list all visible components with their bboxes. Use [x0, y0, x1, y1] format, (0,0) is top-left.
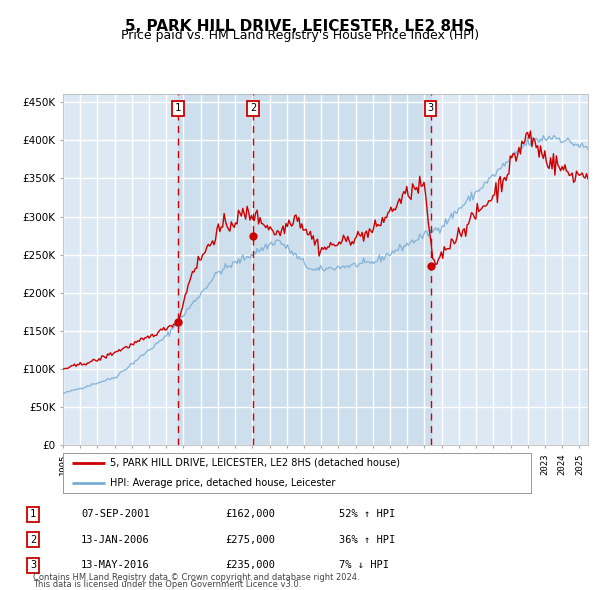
Text: £275,000: £275,000 [225, 535, 275, 545]
Text: 36% ↑ HPI: 36% ↑ HPI [339, 535, 395, 545]
Text: 2: 2 [250, 103, 256, 113]
Text: 07-SEP-2001: 07-SEP-2001 [81, 510, 150, 519]
Text: £235,000: £235,000 [225, 560, 275, 570]
Text: 13-JAN-2006: 13-JAN-2006 [81, 535, 150, 545]
Text: 3: 3 [30, 560, 36, 570]
Text: £162,000: £162,000 [225, 510, 275, 519]
Bar [253, 94, 431, 445]
Text: HPI: Average price, detached house, Leicester: HPI: Average price, detached house, Leic… [110, 478, 335, 487]
Text: 1: 1 [30, 510, 36, 519]
Text: 1: 1 [175, 103, 181, 113]
Text: This data is licensed under the Open Government Licence v3.0.: This data is licensed under the Open Gov… [33, 580, 301, 589]
Text: 3: 3 [428, 103, 434, 113]
Text: 2: 2 [30, 535, 36, 545]
Bar [178, 94, 253, 445]
Text: 13-MAY-2016: 13-MAY-2016 [81, 560, 150, 570]
Text: 5, PARK HILL DRIVE, LEICESTER, LE2 8HS: 5, PARK HILL DRIVE, LEICESTER, LE2 8HS [125, 19, 475, 34]
Text: 5, PARK HILL DRIVE, LEICESTER, LE2 8HS (detached house): 5, PARK HILL DRIVE, LEICESTER, LE2 8HS (… [110, 458, 400, 467]
Text: Price paid vs. HM Land Registry's House Price Index (HPI): Price paid vs. HM Land Registry's House … [121, 30, 479, 42]
Text: 52% ↑ HPI: 52% ↑ HPI [339, 510, 395, 519]
Text: 7% ↓ HPI: 7% ↓ HPI [339, 560, 389, 570]
Text: Contains HM Land Registry data © Crown copyright and database right 2024.: Contains HM Land Registry data © Crown c… [33, 573, 359, 582]
